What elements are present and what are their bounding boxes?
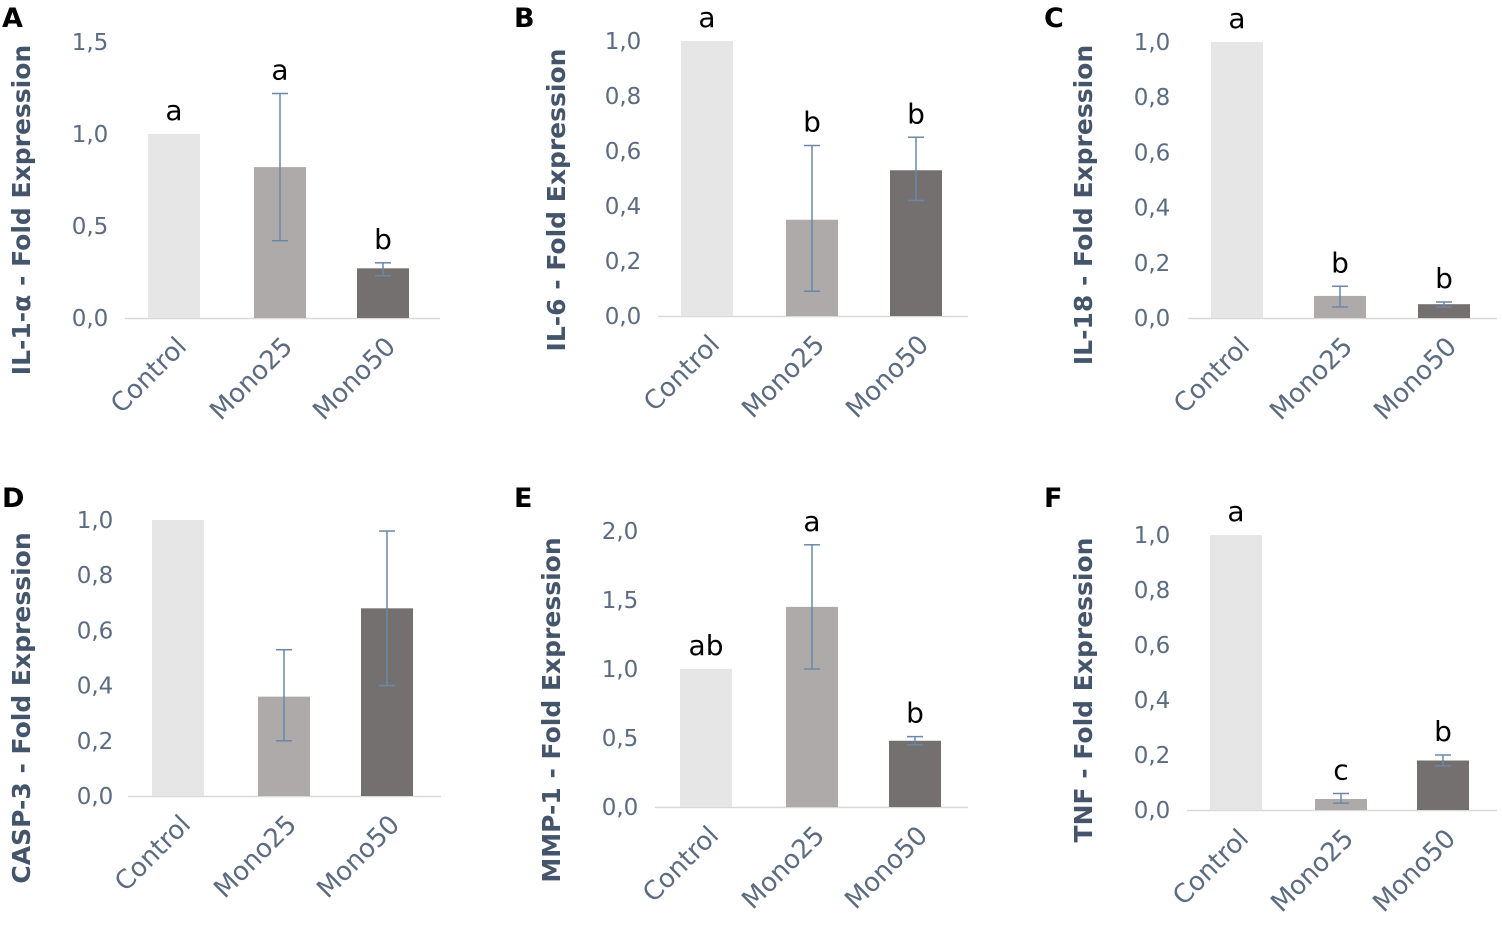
significance-letter: b <box>1434 715 1452 748</box>
significance-letter: b <box>1331 246 1349 279</box>
x-category-label: Control <box>105 332 193 420</box>
y-tick-label: 0,4 <box>77 674 114 700</box>
panel-letter: A <box>2 3 23 34</box>
x-category-label: Control <box>1168 332 1256 420</box>
y-tick-label: 0,4 <box>1134 196 1171 222</box>
chart-panel-c: CIL-18 - Fold Expression 0,0 0,2 0,4 0,6 0,8 1… <box>1044 2 1497 426</box>
y-tick-label: 0,6 <box>77 618 114 644</box>
panel-letter: B <box>514 3 535 34</box>
significance-letter: a <box>1228 2 1245 35</box>
x-category-label: Mono50 <box>1367 824 1462 919</box>
panel-letter: D <box>2 483 24 514</box>
bar-control <box>152 520 204 796</box>
y-tick-label: 0,0 <box>1134 306 1171 332</box>
x-category-label: Control <box>1167 824 1255 912</box>
y-tick-label: 0,2 <box>605 249 642 275</box>
y-tick-label: 0,8 <box>1134 85 1171 111</box>
y-tick-label: 0,0 <box>602 795 639 821</box>
x-category-label: Control <box>638 330 726 418</box>
y-tick-label: 1,0 <box>1134 523 1171 549</box>
bar-mono50 <box>357 268 409 318</box>
x-category-label: Mono25 <box>736 821 831 916</box>
x-category-label: Mono50 <box>1368 332 1463 427</box>
significance-letter: b <box>1435 262 1453 295</box>
y-tick-label: 0,6 <box>1134 140 1171 166</box>
significance-letter: b <box>906 697 924 730</box>
significance-letter: a <box>271 54 288 87</box>
y-axis-label: IL-6 - Fold Expression <box>542 49 571 352</box>
y-tick-label: 1,0 <box>72 122 109 148</box>
significance-letter: a <box>165 94 182 127</box>
x-category-label: Mono25 <box>736 330 831 425</box>
y-tick-label: 0,5 <box>602 726 639 752</box>
bar-mono50 <box>1417 760 1469 810</box>
significance-letter: b <box>374 223 392 256</box>
bar-control <box>681 41 733 316</box>
y-tick-label: 0,8 <box>77 563 114 589</box>
y-tick-label: 0,5 <box>72 214 109 240</box>
bar-control <box>148 134 200 318</box>
significance-letter: b <box>907 97 925 130</box>
y-tick-label: 0,8 <box>605 84 642 110</box>
significance-letter: b <box>803 106 821 139</box>
y-axis-label: IL-18 - Fold Expression <box>1069 45 1098 365</box>
bar-mono50 <box>889 740 941 807</box>
x-category-label: Mono50 <box>840 330 935 425</box>
y-tick-label: 1,0 <box>605 29 642 55</box>
y-tick-label: 0,4 <box>1134 688 1171 714</box>
y-tick-label: 0,0 <box>77 784 114 810</box>
y-tick-label: 0,0 <box>1134 798 1171 824</box>
bar-control <box>1210 535 1262 810</box>
x-category-label: Mono25 <box>1264 332 1359 427</box>
y-tick-label: 0,2 <box>77 729 114 755</box>
significance-letter: a <box>698 1 715 34</box>
chart-panel-a: A IL-1-α - Fold Expression 0,0 0,5 1,0 1,5 a Co… <box>2 3 440 426</box>
panel-letter: E <box>514 483 532 514</box>
panel-letter: C <box>1044 3 1064 34</box>
y-tick-label: 1,5 <box>602 588 639 614</box>
y-tick-label: 0,0 <box>72 306 109 332</box>
x-category-label: Control <box>109 810 197 898</box>
y-tick-label: 0,0 <box>605 304 642 330</box>
significance-letter: a <box>803 505 820 538</box>
y-tick-label: 2,0 <box>602 519 639 545</box>
bar-control <box>1211 42 1263 318</box>
y-tick-label: 0,6 <box>1134 633 1171 659</box>
significance-letter: c <box>1333 754 1348 787</box>
chart-panel-d: D CASP-3 - Fold Expression 0,0 0,2 0,4 0,6 0,8… <box>2 483 441 904</box>
y-tick-label: 1,0 <box>602 657 639 683</box>
y-tick-label: 0,6 <box>605 139 642 165</box>
x-category-label: Mono25 <box>1265 824 1360 919</box>
x-category-label: Mono25 <box>204 332 299 427</box>
x-category-label: Mono50 <box>839 821 934 916</box>
y-tick-label: 1,0 <box>1134 30 1171 56</box>
x-category-label: Control <box>637 821 725 909</box>
y-tick-label: 1,0 <box>77 508 114 534</box>
y-axis-label: IL-1-α - Fold Expression <box>7 45 36 375</box>
panel-letter: F <box>1044 483 1062 514</box>
y-tick-label: 0,4 <box>605 194 642 220</box>
y-tick-label: 1,5 <box>72 30 109 56</box>
x-category-label: Mono25 <box>208 810 303 905</box>
y-axis-label: TNF - Fold Expression <box>1069 538 1098 843</box>
x-category-label: Mono50 <box>307 332 402 427</box>
significance-letter: a <box>1227 495 1244 528</box>
y-tick-label: 0,8 <box>1134 578 1171 604</box>
y-tick-label: 0,2 <box>1134 743 1171 769</box>
bar-mono25 <box>1315 799 1367 810</box>
significance-letter: ab <box>689 629 724 662</box>
y-axis-label: MMP-1 - Fold Expression <box>537 537 566 882</box>
bar-mono50 <box>1418 304 1470 318</box>
y-tick-label: 0,2 <box>1134 251 1171 277</box>
chart-panel-b: BIL-6 - Fold Expression 0,0 0,2 0,4 0,6 0,8 1,… <box>514 1 968 424</box>
x-category-label: Mono50 <box>311 810 406 905</box>
y-axis-label: CASP-3 - Fold Expression <box>7 532 36 883</box>
bar-control <box>680 669 732 807</box>
